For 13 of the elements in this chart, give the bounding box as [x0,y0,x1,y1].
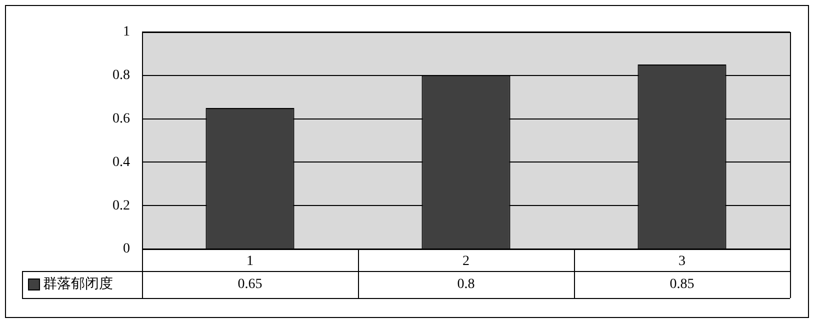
y-tick-label: 0 [123,242,130,257]
y-tick-label: 0.2 [112,198,130,214]
y-tick-label: 0.6 [112,111,130,126]
data-label: 0.8 [457,277,475,292]
data-label: 0.65 [238,277,262,292]
y-tick-label: 0.8 [112,68,130,84]
data-label: 0.85 [670,277,694,292]
legend-label: 群落郁闭度 [43,276,113,292]
x-tick-label: 1 [246,254,254,270]
x-tick-label: 2 [462,254,470,270]
y-tick-label: 0.4 [112,154,130,170]
y-tick-label: 1 [123,24,130,40]
x-tick-label: 3 [678,254,686,270]
